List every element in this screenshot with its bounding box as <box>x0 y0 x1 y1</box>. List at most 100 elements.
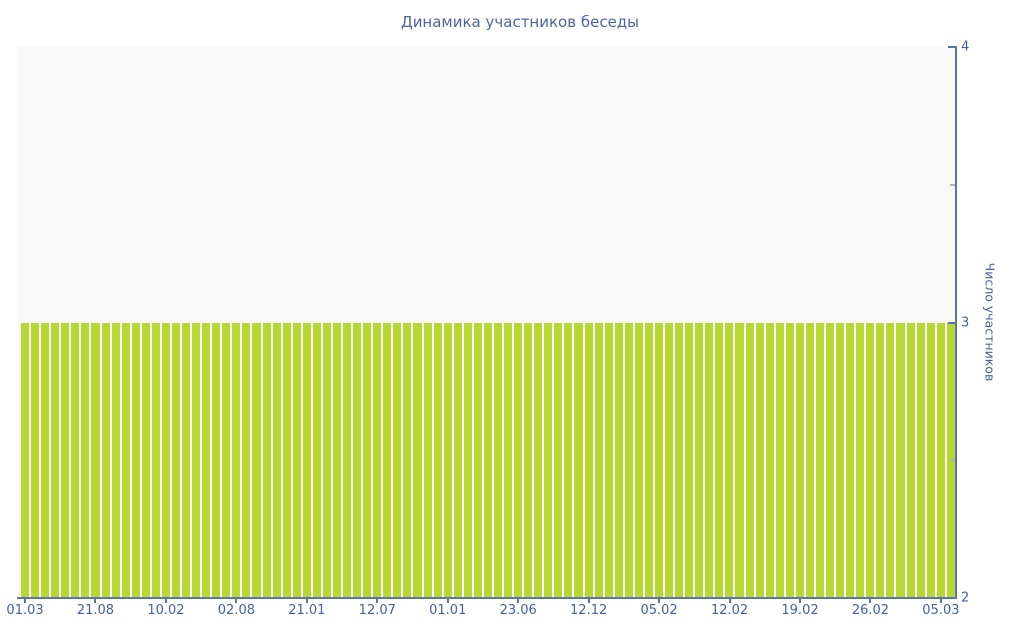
bar <box>935 322 946 598</box>
bar <box>482 322 493 598</box>
bar <box>915 322 926 598</box>
bar <box>794 322 805 598</box>
bar <box>774 322 785 598</box>
bar <box>422 322 433 598</box>
bar <box>80 322 91 598</box>
x-tick <box>24 599 27 603</box>
bar <box>563 322 574 598</box>
bar <box>623 322 634 598</box>
x-tick <box>164 599 167 603</box>
bar <box>734 322 745 598</box>
x-tick <box>799 599 801 603</box>
bar <box>674 322 685 598</box>
bar <box>40 322 51 598</box>
bar <box>503 322 514 598</box>
x-tick <box>305 599 308 603</box>
y-tick <box>948 597 956 599</box>
y-minor-tick <box>950 183 955 186</box>
bar <box>50 322 61 598</box>
bar <box>432 322 443 598</box>
y-tick-label: 4 <box>961 39 970 55</box>
x-tick <box>235 599 238 603</box>
bar <box>633 322 644 598</box>
bar <box>412 322 423 598</box>
bar <box>130 322 141 598</box>
x-tick <box>376 599 379 603</box>
bar <box>533 322 544 598</box>
bars-strip <box>18 47 956 598</box>
bar <box>281 322 292 598</box>
bar <box>160 322 171 598</box>
bar <box>895 322 906 598</box>
bar <box>231 322 242 598</box>
bar <box>392 322 403 598</box>
bar <box>201 322 212 598</box>
bar <box>321 322 332 598</box>
x-tick <box>939 599 942 603</box>
bar <box>70 322 81 598</box>
x-tick-label: 23.06 <box>499 603 537 618</box>
bar <box>603 322 614 598</box>
bar <box>271 322 282 598</box>
x-tick <box>517 599 520 603</box>
bar <box>553 322 564 598</box>
x-tick <box>587 599 590 603</box>
bar <box>241 322 252 598</box>
bar <box>704 322 715 598</box>
bar <box>362 322 373 598</box>
bar <box>110 322 121 598</box>
bar <box>714 322 725 598</box>
bar <box>462 322 473 598</box>
bar <box>170 322 181 598</box>
y-tick <box>948 321 956 324</box>
bar <box>804 322 815 598</box>
bar <box>60 322 71 598</box>
x-tick-label: 05.02 <box>640 603 678 618</box>
x-tick-label: 12.02 <box>710 603 749 618</box>
bar <box>684 322 695 598</box>
x-tick-label: 12.12 <box>570 603 608 618</box>
bar <box>664 322 675 598</box>
chart-title: Динамика участников беседы <box>400 13 640 31</box>
bar <box>855 322 866 598</box>
bar <box>905 322 916 598</box>
bar <box>814 322 825 598</box>
bar <box>311 322 322 598</box>
bar <box>382 322 393 598</box>
bar <box>20 322 31 598</box>
x-tick-label: 10.02 <box>147 603 185 618</box>
bar <box>472 322 483 598</box>
bar <box>251 322 262 598</box>
bar <box>452 322 463 598</box>
x-tick <box>446 599 449 603</box>
bar <box>593 322 604 598</box>
bar <box>744 322 755 598</box>
bar <box>140 322 151 598</box>
x-axis-line <box>17 597 957 599</box>
bar <box>221 322 232 598</box>
bar <box>90 322 101 598</box>
bar <box>402 322 413 598</box>
bar <box>100 322 111 598</box>
bar <box>181 322 192 598</box>
bar <box>191 322 202 598</box>
x-tick-label: 26.02 <box>851 603 890 618</box>
bar <box>291 322 302 598</box>
bar <box>492 322 503 598</box>
bar <box>825 322 836 598</box>
bar <box>865 322 876 598</box>
x-tick <box>869 599 872 603</box>
bar <box>352 322 363 598</box>
bar <box>643 322 654 598</box>
x-tick <box>94 599 97 603</box>
bar <box>835 322 846 598</box>
y-tick-label: 3 <box>961 315 970 330</box>
y-tick-label: 2 <box>961 590 970 606</box>
x-tick <box>728 599 731 603</box>
bar <box>150 322 161 598</box>
bar <box>523 322 534 598</box>
bar <box>583 322 594 598</box>
bar <box>342 322 353 598</box>
bar <box>442 322 453 598</box>
